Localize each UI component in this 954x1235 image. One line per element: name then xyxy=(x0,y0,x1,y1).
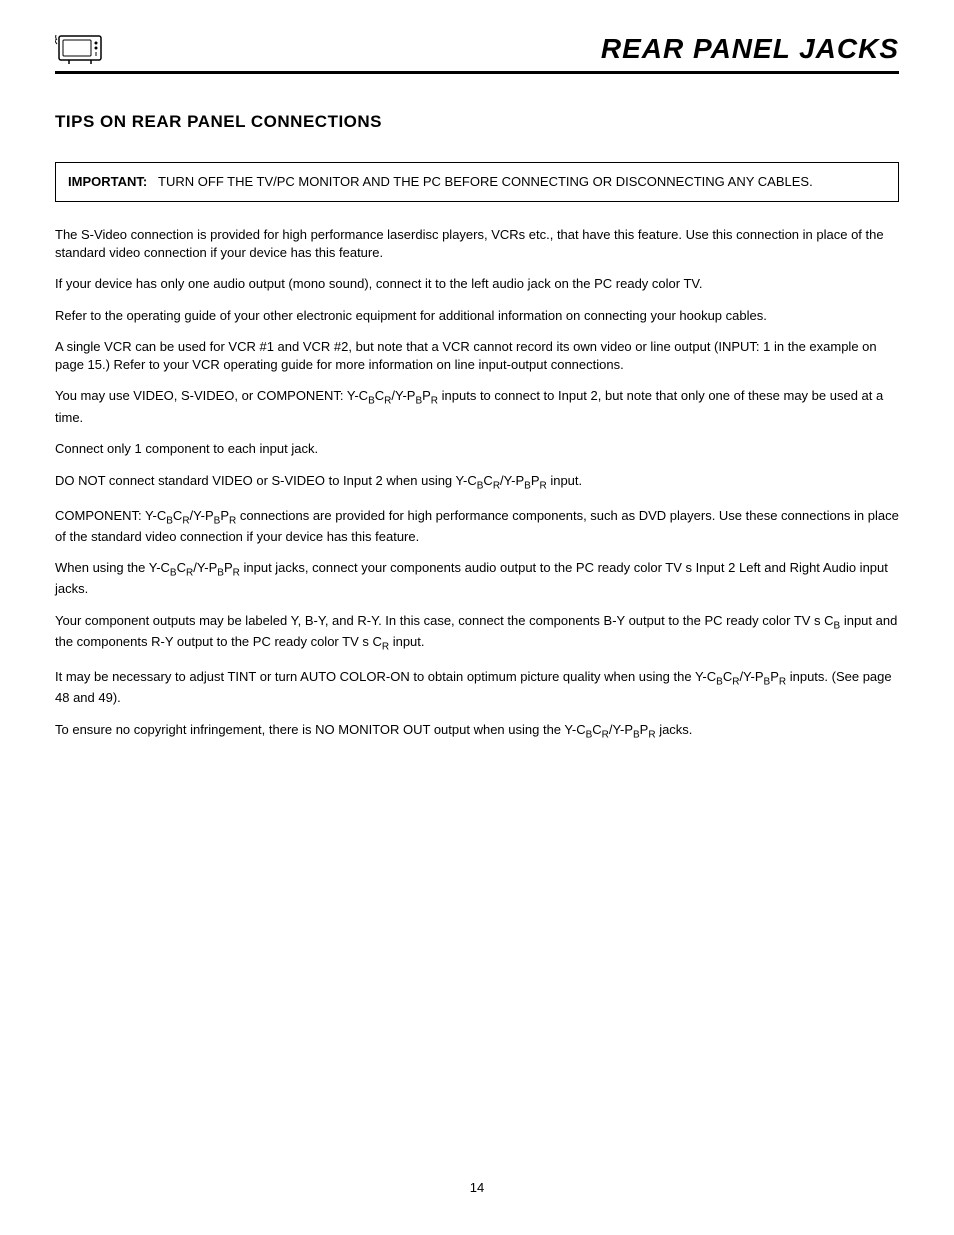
c7: C xyxy=(483,473,492,488)
paragraph-copyright: To ensure no copyright infringement, the… xyxy=(55,721,899,742)
sr12b: R xyxy=(648,729,655,740)
pp11: P xyxy=(770,669,779,684)
sr8: R xyxy=(182,515,189,526)
paragraph-tint: It may be necessary to adjust TINT or tu… xyxy=(55,668,899,707)
paragraph-one-component: Connect only 1 component to each input j… xyxy=(55,440,899,458)
c9: C xyxy=(177,560,186,575)
sr7: R xyxy=(493,480,500,491)
header-rule xyxy=(55,71,899,74)
c8: C xyxy=(173,508,182,523)
sb7b: B xyxy=(524,480,531,491)
paragraph-mono: If your device has only one audio output… xyxy=(55,275,899,293)
sb12b: B xyxy=(633,729,640,740)
paragraph-donot: DO NOT connect standard VIDEO or S-VIDEO… xyxy=(55,472,899,493)
p9b: /Y-P xyxy=(193,560,217,575)
sb11: B xyxy=(716,677,723,688)
p9a: When using the Y-C xyxy=(55,560,170,575)
p7c: input. xyxy=(547,473,582,488)
important-label: IMPORTANT: xyxy=(68,174,147,189)
paragraph-labels: Your component outputs may be labeled Y,… xyxy=(55,612,899,654)
important-text: TURN OFF THE TV/PC MONITOR AND THE PC BE… xyxy=(158,174,813,189)
c1: C xyxy=(375,388,384,403)
p5a: You may use VIDEO, S-VIDEO, or COMPONENT… xyxy=(55,388,368,403)
p11b: /Y-P xyxy=(739,669,763,684)
sr10: R xyxy=(382,642,389,653)
paragraph-whenusing: When using the Y-CBCR/Y-PBPR input jacks… xyxy=(55,559,899,598)
header-row: REAR PANEL JACKS xyxy=(55,30,899,65)
paragraph-component: COMPONENT: Y-CBCR/Y-PBPR connections are… xyxy=(55,507,899,546)
pp9: P xyxy=(224,560,233,575)
sr12: R xyxy=(602,729,609,740)
sub-r2: R xyxy=(431,396,438,407)
c11: C xyxy=(723,669,732,684)
p10c: input. xyxy=(389,634,424,649)
sr9b: R xyxy=(233,568,240,579)
paragraph-svideo: The S-Video connection is provided for h… xyxy=(55,226,899,261)
paragraph-refer: Refer to the operating guide of your oth… xyxy=(55,307,899,325)
p5b: /Y-P xyxy=(391,388,415,403)
p12b: /Y-P xyxy=(609,722,633,737)
important-box: IMPORTANT: TURN OFF THE TV/PC MONITOR AN… xyxy=(55,162,899,202)
p8a: COMPONENT: Y-C xyxy=(55,508,166,523)
paragraph-inputs: You may use VIDEO, S-VIDEO, or COMPONENT… xyxy=(55,387,899,426)
sr7b: R xyxy=(539,480,546,491)
p7b: /Y-P xyxy=(500,473,524,488)
sb9b: B xyxy=(217,568,224,579)
p7a: DO NOT connect standard VIDEO or S-VIDEO… xyxy=(55,473,477,488)
p10a: Your component outputs may be labeled Y,… xyxy=(55,613,834,628)
p1: P xyxy=(422,388,431,403)
page-number: 14 xyxy=(0,1180,954,1195)
pp8: P xyxy=(220,508,229,523)
tv-icon xyxy=(55,30,105,65)
sb9: B xyxy=(170,568,177,579)
page-title: REAR PANEL JACKS xyxy=(601,33,899,65)
paragraph-vcr: A single VCR can be used for VCR #1 and … xyxy=(55,338,899,373)
p12c: jacks. xyxy=(656,722,693,737)
sb8: B xyxy=(166,515,173,526)
c12: C xyxy=(592,722,601,737)
section-heading: TIPS ON REAR PANEL CONNECTIONS xyxy=(55,112,899,132)
p12a: To ensure no copyright infringement, the… xyxy=(55,722,586,737)
p8b: /Y-P xyxy=(190,508,214,523)
sub-b: B xyxy=(368,396,375,407)
p11a: It may be necessary to adjust TINT or tu… xyxy=(55,669,716,684)
